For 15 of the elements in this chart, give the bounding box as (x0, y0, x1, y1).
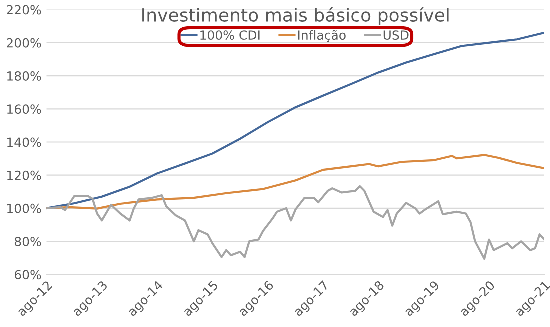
y-tick-label: 180% (8, 72, 42, 81)
chart-title: Investimento mais básico possível (142, 7, 449, 26)
legend-label: Inflação (298, 30, 346, 42)
y-tick-label: 200% (7, 38, 42, 48)
y-tick-label: 140% (8, 138, 42, 148)
y-tick-label: 160% (8, 104, 42, 114)
y-tick-label: 120% (8, 170, 42, 180)
y-tick-label: 100% (8, 204, 42, 214)
y-tick-label: 220% (7, 5, 42, 15)
y-tick-label: 80% (14, 237, 42, 246)
legend-label: 100% CDI (200, 30, 260, 40)
line-series (46, 32, 544, 210)
legend-label: USD (384, 30, 409, 40)
line-series (46, 185, 544, 260)
y-tick-label: 60% (14, 270, 42, 280)
